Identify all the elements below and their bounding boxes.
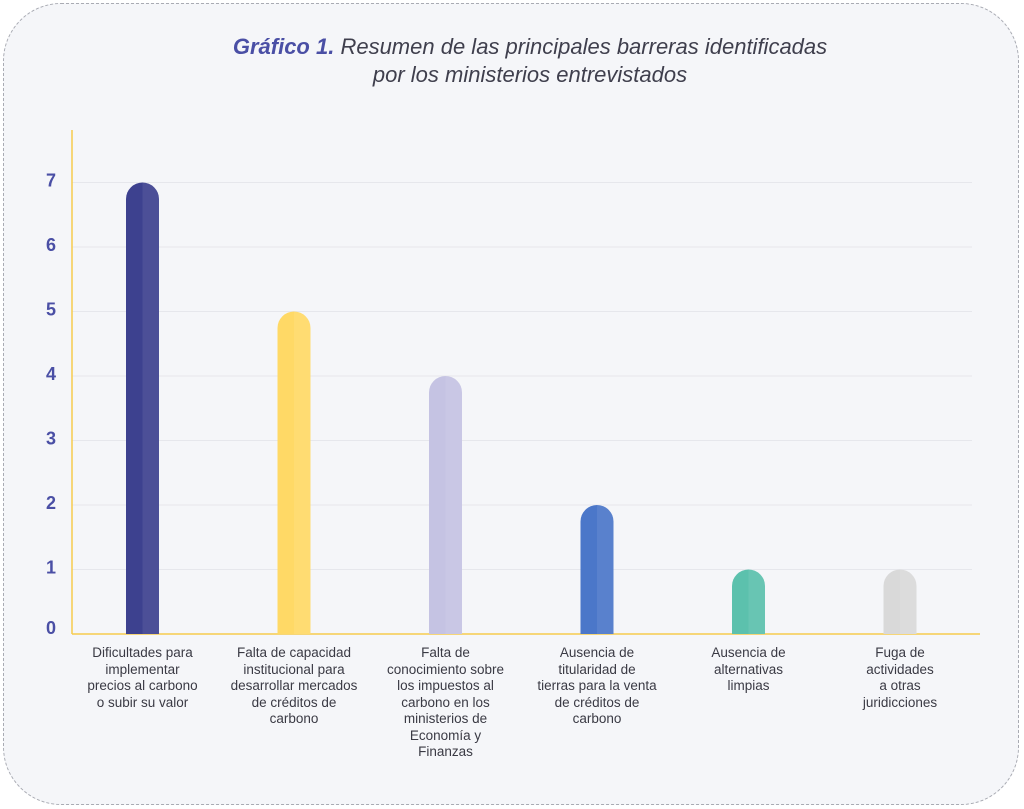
- x-category-label-line: precios al carbono: [87, 678, 198, 693]
- x-category-label-line: titularidad de: [558, 661, 636, 677]
- bar-highlight: [748, 569, 765, 634]
- chart-title-line-2: por los ministerios entrevistados: [372, 62, 688, 87]
- bar-highlight: [294, 311, 311, 634]
- x-category-label-line: de créditos de: [251, 694, 337, 710]
- y-tick-label: 6: [46, 235, 56, 255]
- x-category-label-line: Ausencia de: [711, 645, 786, 660]
- chart-title-lead: Gráfico 1.: [232, 34, 335, 59]
- x-category-label: Ausencia de titularidad de tierras para la…: [526, 645, 668, 728]
- x-category-label-line: desarrollar mercados: [230, 678, 358, 693]
- x-category-label: Falta de capacidad institucional para desa…: [223, 645, 365, 728]
- x-category-label-line: alternativas: [713, 661, 784, 677]
- x-category-label-line: los impuestos al: [397, 678, 494, 693]
- chart-title: Gráfico 1. Resumen de las principales ba…: [160, 33, 900, 89]
- bar: [126, 182, 159, 634]
- x-category-label-line: tierras para la venta: [537, 678, 657, 693]
- bar: [883, 569, 917, 634]
- y-tick-label: 4: [46, 364, 56, 384]
- x-category-label-line: Finanzas: [418, 744, 473, 759]
- bar: [429, 376, 462, 634]
- bar-highlight: [900, 569, 917, 634]
- x-category-label-line: Dificultades para: [92, 645, 193, 660]
- x-category-label-line: carbono en los: [401, 694, 490, 710]
- x-category-label-line: ministerios de: [403, 711, 488, 726]
- y-tick-label: 3: [46, 429, 56, 449]
- x-category-label: Fuga de actividades a otras juridicciones: [829, 645, 971, 711]
- x-category-label-line: Ausencia de: [559, 645, 635, 660]
- x-category-label: Falta de conocimiento sobre los impuestos …: [375, 645, 517, 761]
- chart-title-line-1: Resumen de las principales barreras iden…: [340, 34, 828, 59]
- x-category-label-line: o subir su valor: [96, 694, 189, 710]
- bar-highlight: [445, 376, 462, 634]
- bar-highlight: [142, 182, 159, 634]
- x-category-label-line: actividades: [866, 661, 934, 677]
- x-category-label: Ausencia de alternativas limpias: [678, 645, 820, 695]
- y-tick-label: 2: [46, 493, 56, 513]
- y-tick-label: 0: [46, 618, 56, 638]
- x-category-label-line: a otras: [879, 678, 921, 693]
- x-category-label-line: Economía y: [409, 727, 482, 743]
- x-category-label-line: conocimiento sobre: [386, 661, 505, 677]
- x-category-label-line: Fuga de: [875, 645, 925, 660]
- x-category-label-line: carbono: [269, 711, 319, 726]
- x-category-label: Dificultades para implementar precios al c…: [72, 645, 214, 711]
- bar: [277, 311, 311, 634]
- x-category-label-line: carbono: [572, 711, 622, 726]
- bar: [732, 569, 765, 634]
- x-category-label-line: Falta de: [421, 645, 470, 660]
- chart-card: [3, 3, 1019, 805]
- x-category-label-line: institucional para: [243, 661, 345, 677]
- y-tick-label: 5: [46, 300, 56, 320]
- bar: [580, 505, 614, 634]
- x-category-label-line: limpias: [727, 678, 770, 693]
- bar-highlight: [597, 505, 614, 634]
- y-tick-label: 7: [46, 171, 56, 191]
- x-category-label-line: Falta de capacidad: [236, 645, 352, 660]
- x-category-label-line: de créditos de: [554, 694, 640, 710]
- x-category-label-line: implementar: [105, 661, 180, 677]
- y-tick-label: 1: [46, 558, 56, 578]
- x-category-label-line: juridicciones: [862, 694, 938, 710]
